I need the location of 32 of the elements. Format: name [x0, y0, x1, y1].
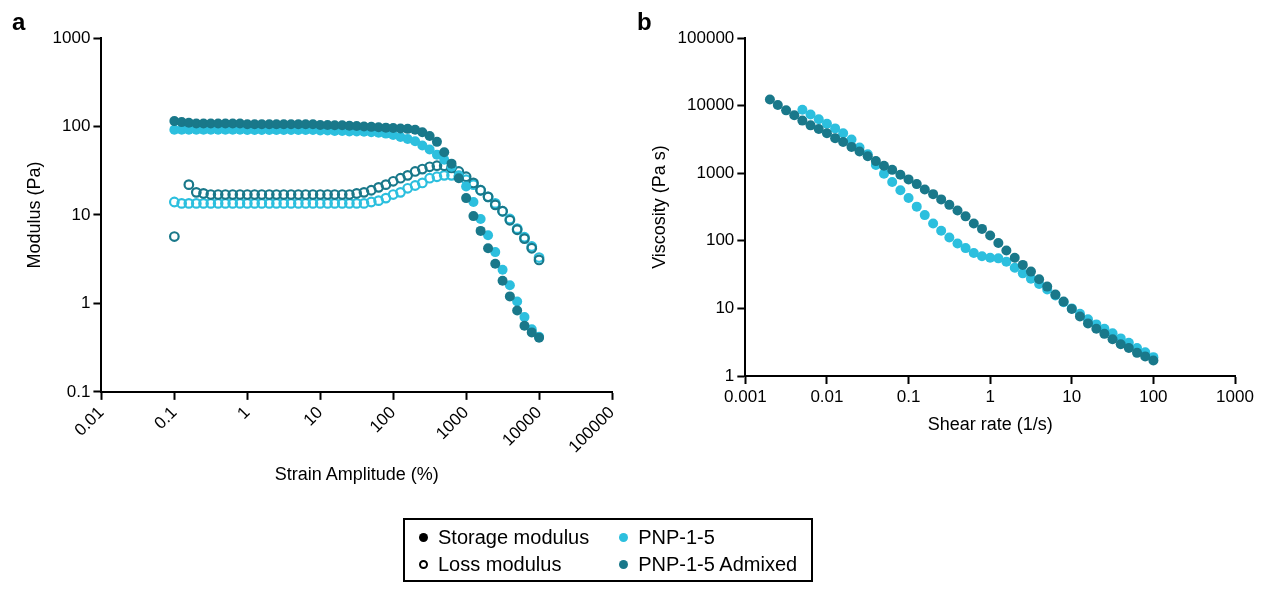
legend-label: PNP-1-5 — [637, 526, 716, 549]
y-axis-title: Viscosity (Pa s) — [648, 145, 669, 269]
x-tick-label: 0.001 — [724, 386, 767, 406]
x-tick-label: 1000 — [1216, 386, 1254, 406]
legend-label: PNP-1-5 Admixed — [637, 553, 798, 576]
y-tick-label: 100 — [62, 116, 91, 136]
y-tick-label: 10 — [715, 298, 735, 318]
x-tick-label: 1 — [233, 402, 254, 423]
y-tick-label: 100 — [705, 230, 735, 250]
x-tick-label: 0.01 — [70, 402, 108, 440]
y-tick-label: 1000 — [52, 27, 91, 47]
x-tick-label: 0.1 — [896, 386, 921, 406]
y-tick-label: 1 — [80, 293, 91, 313]
y-tick-label: 10000 — [687, 95, 735, 115]
x-tick-label: 0.01 — [810, 386, 844, 406]
x-tick-label: 10 — [299, 402, 327, 430]
chart-title: b — [637, 8, 652, 36]
y-tick-label: 1 — [724, 365, 735, 385]
y-tick-label: 100000 — [677, 27, 735, 47]
x-tick-label: 10 — [1062, 386, 1082, 406]
x-tick-label: 0.1 — [150, 402, 181, 433]
text: Storage modulus — [437, 526, 590, 549]
y-tick-label: 10 — [71, 204, 91, 224]
chart-title: a — [12, 8, 26, 36]
x-tick-label: 1 — [985, 386, 995, 406]
y-tick-label: 1000 — [696, 162, 735, 182]
x-tick-label: 100 — [365, 402, 400, 437]
x-axis-title: Strain Amplitude (%) — [274, 464, 439, 485]
x-axis-title: Shear rate (1/s) — [927, 414, 1053, 435]
x-tick-label: 100 — [1139, 386, 1168, 406]
y-axis-title: Modulus (Pa) — [23, 161, 44, 269]
text: Loss modulus — [437, 553, 563, 576]
